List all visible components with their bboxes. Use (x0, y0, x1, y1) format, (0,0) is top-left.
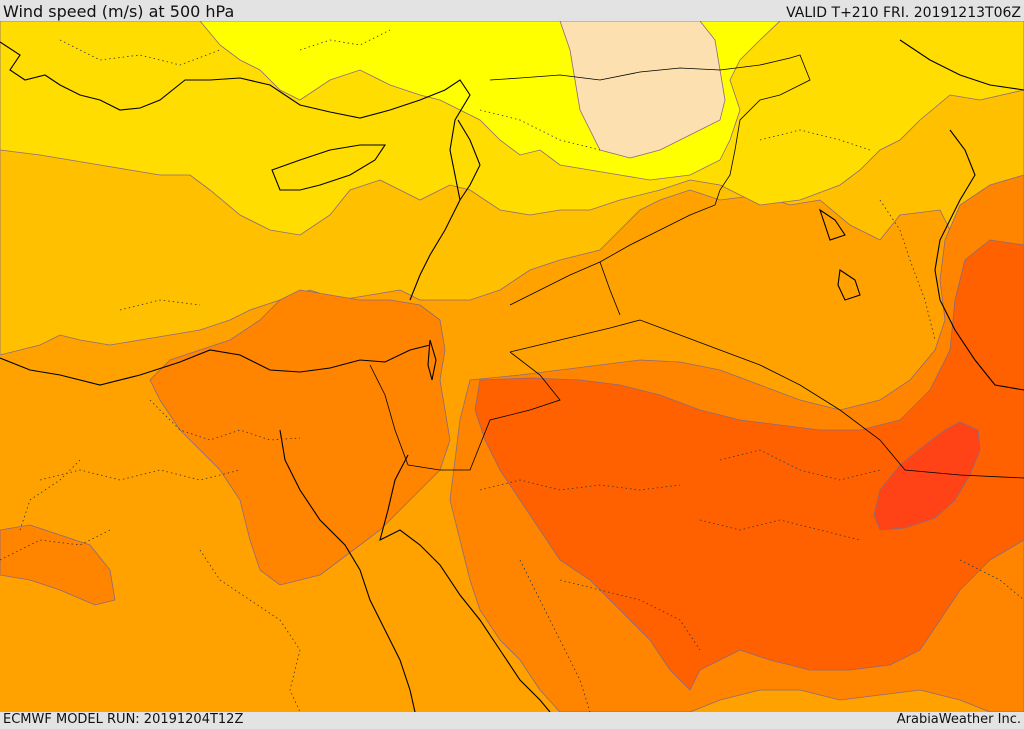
band-very-low (559, 21, 726, 159)
footer-bar (0, 712, 1024, 729)
band-very-high (474, 239, 1024, 691)
map-title: Wind speed (m/s) at 500 hPa (3, 2, 235, 21)
coastlines (0, 39, 1024, 712)
header-bar: Wind speed (m/s) at 500 hPa VALID T+210 … (0, 0, 1024, 21)
model-run: ECMWF MODEL RUN: 20191204T12Z (3, 712, 244, 727)
wind-speed-map (0, 21, 1024, 712)
valid-time: VALID T+210 FRI. 20191213T06Z (786, 5, 1021, 21)
band-high-west (149, 289, 451, 586)
admin-boundaries (0, 29, 1024, 712)
borders (369, 54, 1024, 479)
band-max (873, 421, 981, 531)
band-high-sw (0, 524, 116, 606)
provider-credit: ArabiaWeather Inc. (896, 712, 1021, 727)
